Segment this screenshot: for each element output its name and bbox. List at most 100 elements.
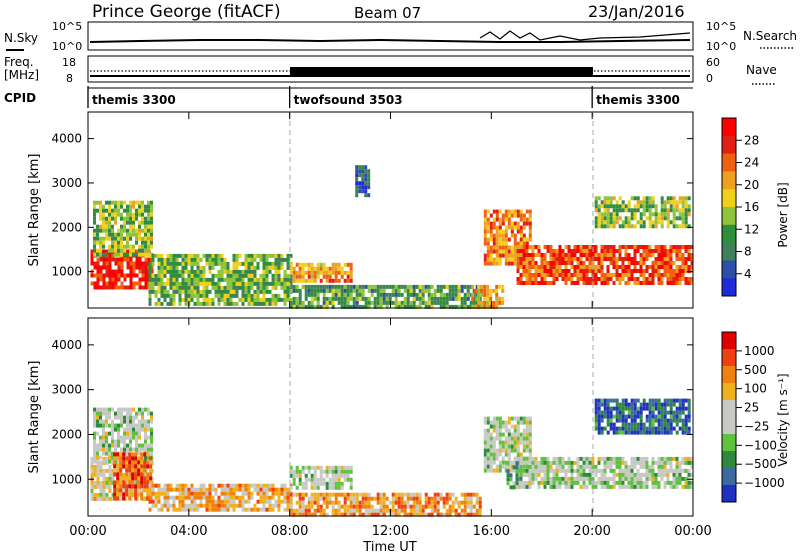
velocity-cell [301, 469, 305, 474]
power-cell [205, 281, 209, 286]
power-cell [451, 292, 455, 297]
power-cell [367, 300, 371, 305]
velocity-cell [123, 488, 127, 493]
power-cell [169, 301, 173, 306]
power-cell [495, 253, 499, 258]
velocity-cell [648, 422, 652, 427]
velocity-cell [331, 500, 335, 505]
velocity-cell [681, 418, 685, 423]
velocity-cell [352, 496, 356, 501]
velocity-cell [129, 447, 132, 452]
velocity-cell [325, 512, 329, 517]
power-cell [633, 257, 637, 261]
power-colorbar-cell [722, 153, 736, 172]
power-cell [615, 277, 619, 281]
velocity-cell [486, 436, 490, 441]
power-cell [280, 257, 284, 262]
power-cell [307, 288, 311, 293]
power-cell [274, 285, 278, 290]
power-cell [678, 245, 682, 249]
power-cell [157, 297, 161, 302]
power-cell [600, 261, 604, 265]
power-cell [690, 277, 694, 281]
power-cell [247, 293, 251, 298]
power-cell [214, 261, 218, 266]
power-cell [208, 301, 212, 306]
power-cell [495, 296, 499, 301]
velocity-cell [190, 487, 194, 492]
power-cell [504, 241, 508, 246]
velocity-cell [660, 476, 664, 481]
velocity-cell [135, 480, 139, 485]
velocity-cell [352, 504, 356, 509]
velocity-cell [105, 456, 109, 461]
velocity-cell [582, 460, 586, 465]
power-cell [202, 277, 206, 282]
power-colorbar-cell [722, 118, 736, 137]
velocity-cell [280, 483, 284, 488]
velocity-cell [495, 436, 499, 441]
velocity-cell [313, 485, 317, 490]
power-cell [552, 265, 556, 269]
power-cell [271, 301, 275, 306]
velocity-cell [463, 496, 467, 501]
velocity-cell [172, 507, 176, 512]
power-cell [147, 236, 150, 241]
power-cell [597, 253, 601, 257]
power-cell [166, 293, 170, 298]
velocity-cell [108, 423, 111, 428]
velocity-cell [615, 418, 619, 423]
power-cell [645, 249, 649, 253]
power-cell [540, 257, 544, 261]
velocity-cell [504, 444, 508, 449]
power-cell [144, 240, 147, 245]
power-cell [190, 297, 194, 302]
power-cell [639, 200, 643, 205]
velocity-cell [337, 477, 341, 482]
power-cell [102, 204, 105, 209]
power-cell [495, 304, 499, 309]
velocity-cell [349, 465, 353, 470]
power-cell [636, 208, 640, 213]
power-cell [675, 273, 679, 277]
power-cell [129, 232, 132, 237]
velocity-cell [102, 423, 105, 428]
power-cell [513, 209, 517, 214]
velocity-cell [190, 483, 194, 488]
site-title: Prince George (fitACF) [92, 2, 281, 22]
velocity-cell [352, 492, 356, 497]
power-cell [561, 269, 565, 273]
power-cell [208, 269, 212, 274]
power-cell [397, 304, 401, 309]
power-cell [681, 269, 685, 273]
cpid-segment-label: twofsound 3503 [294, 93, 403, 107]
velocity-cell [202, 491, 206, 496]
velocity-cell [522, 456, 526, 461]
power-cell [606, 257, 610, 261]
velocity-cell [346, 504, 350, 509]
power-cell [274, 253, 278, 258]
velocity-cell [475, 500, 479, 505]
power-cell [504, 261, 508, 266]
power-cell [343, 262, 347, 267]
power-colorbar-tick-label: 4 [744, 267, 752, 281]
power-cell [669, 245, 673, 249]
power-cell [669, 196, 673, 201]
power-cell [126, 244, 129, 249]
power-cell [510, 257, 514, 262]
power-cell [259, 253, 263, 258]
velocity-cell [486, 468, 490, 473]
velocity-cell [119, 488, 123, 493]
velocity-cell [651, 406, 655, 411]
power-cell [507, 257, 511, 262]
power-cell [262, 257, 266, 262]
velocity-cell [274, 487, 278, 492]
velocity-cell [259, 499, 263, 504]
velocity-cell [472, 504, 476, 509]
power-cell [172, 261, 176, 266]
velocity-cell [621, 422, 625, 427]
power-cell [289, 270, 293, 275]
power-cell [223, 261, 227, 266]
velocity-cell [102, 407, 105, 412]
velocity-cell [178, 491, 182, 496]
